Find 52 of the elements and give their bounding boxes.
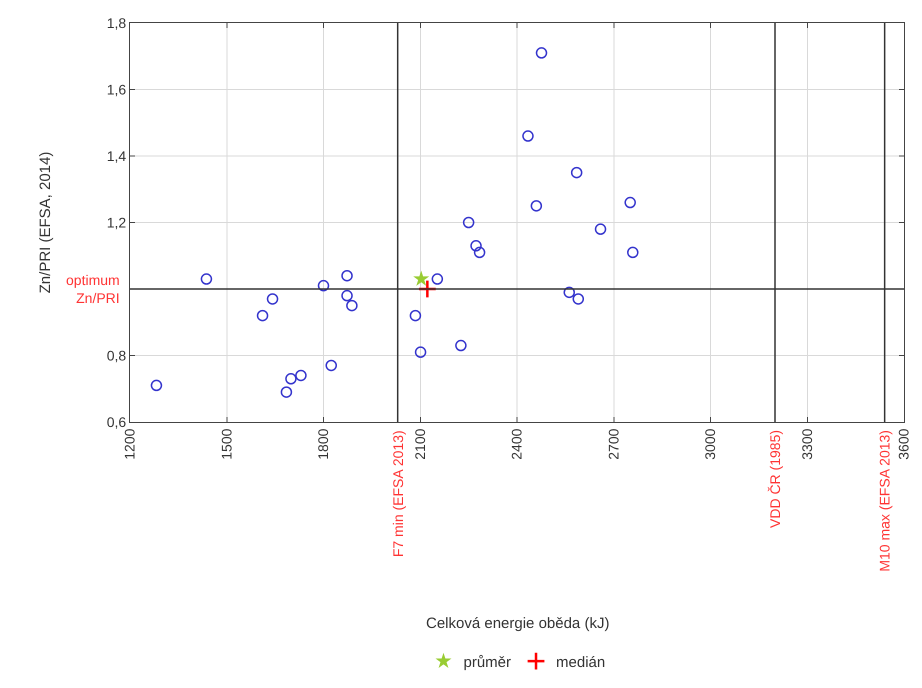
point xyxy=(530,200,542,212)
x-tick-label: 3000 xyxy=(702,428,718,460)
point xyxy=(455,340,467,352)
x-tick-label: 1800 xyxy=(315,428,332,460)
point xyxy=(410,310,422,322)
point xyxy=(462,216,474,228)
x-tick-label: 3300 xyxy=(798,428,815,460)
point xyxy=(432,273,444,285)
point xyxy=(594,223,606,235)
y-tick-label: 1,8 xyxy=(106,14,126,31)
ref-line-label: VDD ČR (1985) xyxy=(767,430,783,528)
point xyxy=(474,246,486,258)
point xyxy=(325,360,337,372)
x-tick-label: 1500 xyxy=(218,428,234,460)
y-tick-label: 0,6 xyxy=(106,414,126,430)
y-tick-label: 1,4 xyxy=(106,148,126,164)
point xyxy=(470,240,482,252)
point xyxy=(522,130,534,142)
point xyxy=(414,346,426,358)
point xyxy=(150,380,162,392)
legend-label: průměr xyxy=(464,654,512,671)
x-tick-label: 2400 xyxy=(508,428,525,460)
point xyxy=(536,47,548,59)
point xyxy=(624,196,636,208)
legend-label: medián xyxy=(556,654,606,671)
x-tick-label: 2100 xyxy=(412,428,428,460)
point xyxy=(318,280,330,292)
point xyxy=(266,293,278,305)
point xyxy=(200,273,212,285)
point xyxy=(295,370,307,382)
text: Celková energie oběda (kJ) xyxy=(426,615,610,632)
point xyxy=(346,300,358,312)
point xyxy=(564,286,575,298)
x-tick-label: 3600 xyxy=(896,428,912,460)
point xyxy=(572,293,584,305)
ref-line-label: M10 max (EFSA 2013) xyxy=(876,430,893,572)
y-tick-label: 1,6 xyxy=(106,81,126,98)
point xyxy=(570,166,582,178)
ref-line-label: optimum Zn/PRI xyxy=(66,272,120,306)
point xyxy=(341,270,353,282)
x-tick-label: 2700 xyxy=(605,428,622,460)
point xyxy=(341,290,353,302)
x-tick-label: 1200 xyxy=(122,428,138,460)
y-tick-label: 0,8 xyxy=(106,347,126,364)
y-axis-title: Zn/PRI (EFSA, 2014) xyxy=(36,152,54,294)
point xyxy=(285,373,297,385)
point xyxy=(280,386,292,398)
y-tick-label: 1,2 xyxy=(106,214,126,230)
point xyxy=(256,310,268,322)
point xyxy=(413,270,430,286)
point xyxy=(627,246,639,258)
ref-line-label: F7 min (EFSA 2013) xyxy=(390,430,406,558)
